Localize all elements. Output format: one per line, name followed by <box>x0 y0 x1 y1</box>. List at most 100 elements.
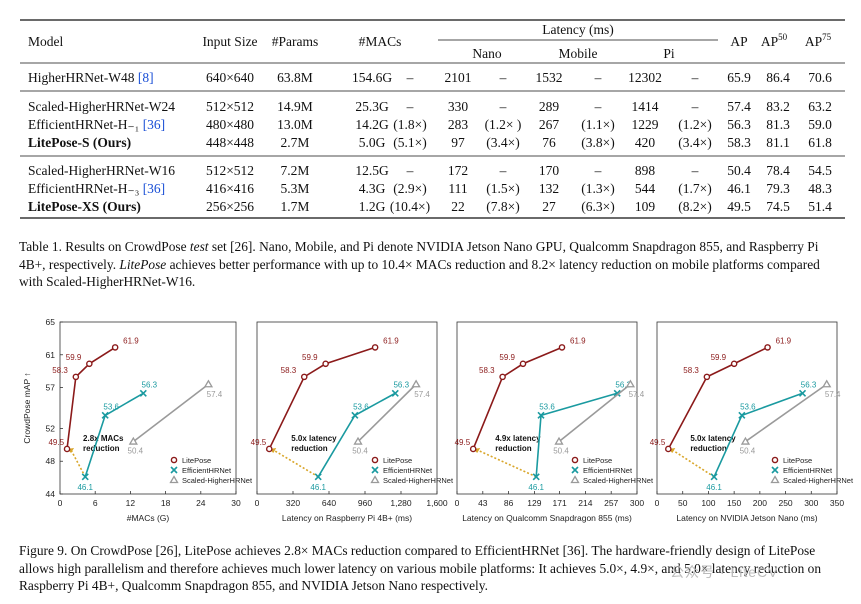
data-point-litepose <box>703 373 711 381</box>
cell-nano: 97 <box>451 135 465 150</box>
data-label: 49.5 <box>48 438 64 447</box>
data-point-scaled-higherhrnet <box>353 436 363 445</box>
chart-raspberry-pi: 0 320 640 960 1,280 1,600 Latency on Raspberry… <box>251 321 454 523</box>
data-point-litepose <box>665 445 672 453</box>
table-row: Scaled-HigherHRNet-W16 512×512 7.2M 12.5G – 1… <box>28 163 832 178</box>
cell-input: 512×512 <box>206 99 254 114</box>
x-tick-label: 100 <box>701 498 715 508</box>
table-body: HigherHRNet-W48 [8] 640×640 63.8M 154.6G –21… <box>28 70 832 214</box>
data-point-scaled-higherhrnet <box>128 436 138 445</box>
x-tick-label: 1,280 <box>390 498 412 508</box>
cell-mobile-sp: (6.3×) <box>581 199 614 214</box>
cell-ap50: 81.3 <box>766 117 790 132</box>
chart-panel-snapdragon: 0 43 86 129 171 214 257 300 Latency on Qualcomm … <box>447 318 654 543</box>
cell-macs: 5.0G <box>359 135 386 150</box>
series-line-scaled-higherhrnet <box>357 383 417 443</box>
header-nano: Nano <box>472 46 501 61</box>
x-tick-label: 0 <box>255 498 260 508</box>
figure-caption-label: Figure 9. <box>19 543 68 558</box>
header-latency: Latency (ms) <box>542 22 614 37</box>
cell-ap75: 63.2 <box>808 99 832 114</box>
header-params: #Params <box>272 34 319 49</box>
data-label: 49.5 <box>251 438 267 447</box>
legend-entry: Scaled-HigherHRNet <box>583 476 654 485</box>
cell-params: 2.7M <box>281 135 310 150</box>
data-label: 46.1 <box>77 483 93 492</box>
cell-ap: 49.5 <box>727 199 751 214</box>
cell-pi-sp: – <box>691 99 699 114</box>
data-label: 49.5 <box>455 438 471 447</box>
reduction-arrow <box>272 449 319 478</box>
x-tick-label: 960 <box>358 498 372 508</box>
cell-ap75: 59.0 <box>808 117 832 132</box>
x-tick-label: 200 <box>753 498 767 508</box>
x-axis-label: Latency on Qualcomm Snapdragon 855 (ms) <box>462 513 632 523</box>
data-point-scaled-higherhrnet <box>554 436 564 445</box>
cell-macs: 12.5G <box>355 163 389 178</box>
cell-mobile: 267 <box>539 117 560 132</box>
cell-nano-sp: (1.2× ) <box>485 117 522 132</box>
cell-pi: 109 <box>635 199 656 214</box>
data-point-litepose <box>322 360 329 368</box>
x-axis-label: Latency on NVIDIA Jetson Nano (ms) <box>676 513 817 523</box>
data-point-litepose <box>371 344 379 351</box>
results-table: Model Input Size #Params #MACs Latency (… <box>20 19 845 219</box>
x-tick-label: 43 <box>478 498 488 508</box>
cell-macs-red: (2.9×) <box>393 181 426 196</box>
header-mobile: Mobile <box>559 46 598 61</box>
data-label: 58.3 <box>479 366 495 375</box>
series-line-litepose <box>66 346 116 450</box>
cell-macs: 1.2G <box>359 199 386 214</box>
cell-mobile: 132 <box>539 181 559 196</box>
data-label: 61.9 <box>776 336 792 345</box>
cell-params: 5.3M <box>281 181 310 196</box>
figure-caption: Figure 9. On CrowdPose [26], LitePose ac… <box>19 543 822 593</box>
y-tick-label: 61 <box>46 350 56 360</box>
cell-nano-sp: (1.5×) <box>486 181 519 196</box>
x-tick-label: 50 <box>678 498 688 508</box>
plot-frame <box>256 321 438 495</box>
cell-input: 448×448 <box>206 135 254 150</box>
cell-mobile-sp: – <box>594 163 602 178</box>
citation[interactable]: [8] <box>134 70 153 85</box>
data-label: 46.1 <box>706 483 722 492</box>
data-point-scaled-higherhrnet <box>770 475 780 484</box>
legend-entry: LitePose <box>182 456 211 465</box>
cell-nano-sp: – <box>499 163 507 178</box>
cell-ap: 50.4 <box>727 163 751 178</box>
cell-ap: 65.9 <box>727 70 751 85</box>
data-point-efficienthrnet <box>532 473 540 481</box>
cell-input: 416×416 <box>206 181 254 196</box>
x-tick-label: 12 <box>126 498 136 508</box>
cell-nano-sp: (7.8×) <box>486 199 519 214</box>
watermark: 公众号 · LiteCV <box>670 564 779 580</box>
x-tick-label: 24 <box>196 498 206 508</box>
cell-mobile-sp: – <box>594 70 602 85</box>
cell-nano: 330 <box>448 99 469 114</box>
cell-input: 512×512 <box>206 163 254 178</box>
reduction-arrow <box>70 449 86 478</box>
data-point-litepose <box>499 373 506 381</box>
cell-ap75: 48.3 <box>808 181 832 196</box>
data-label: 50.4 <box>740 447 756 456</box>
x-tick-label: 250 <box>778 498 792 508</box>
cell-ap50: 83.2 <box>766 99 790 114</box>
cell-input: 640×640 <box>206 70 254 85</box>
data-point-efficienthrnet <box>798 389 807 397</box>
cell-pi-sp: (3.4×) <box>678 135 711 150</box>
table-caption: Table 1. Results on CrowdPose test set [… <box>19 239 820 289</box>
data-point-scaled-higherhrnet <box>370 475 380 484</box>
legend-entry: EfficientHRNet <box>383 466 433 475</box>
series-line-scaled-higherhrnet <box>744 383 828 443</box>
citation[interactable]: [36] <box>139 117 165 132</box>
x-tick-label: 86 <box>504 498 514 508</box>
data-point-scaled-higherhrnet <box>411 379 421 388</box>
chart-macs: 0 6 12 18 24 30 44 48 52 57 61 65 #MACs (G) CrowdPose… <box>22 317 253 523</box>
data-label: 53.6 <box>353 402 369 411</box>
cell-pi-sp: (1.2×) <box>678 117 711 132</box>
y-tick-label: 48 <box>46 456 56 466</box>
header-ap75: AP75 <box>805 32 832 49</box>
cell-model: EfficientHRNet-H₋₃ [36] <box>28 181 165 196</box>
data-label: 56.3 <box>393 380 409 389</box>
citation[interactable]: [36] <box>139 181 165 196</box>
